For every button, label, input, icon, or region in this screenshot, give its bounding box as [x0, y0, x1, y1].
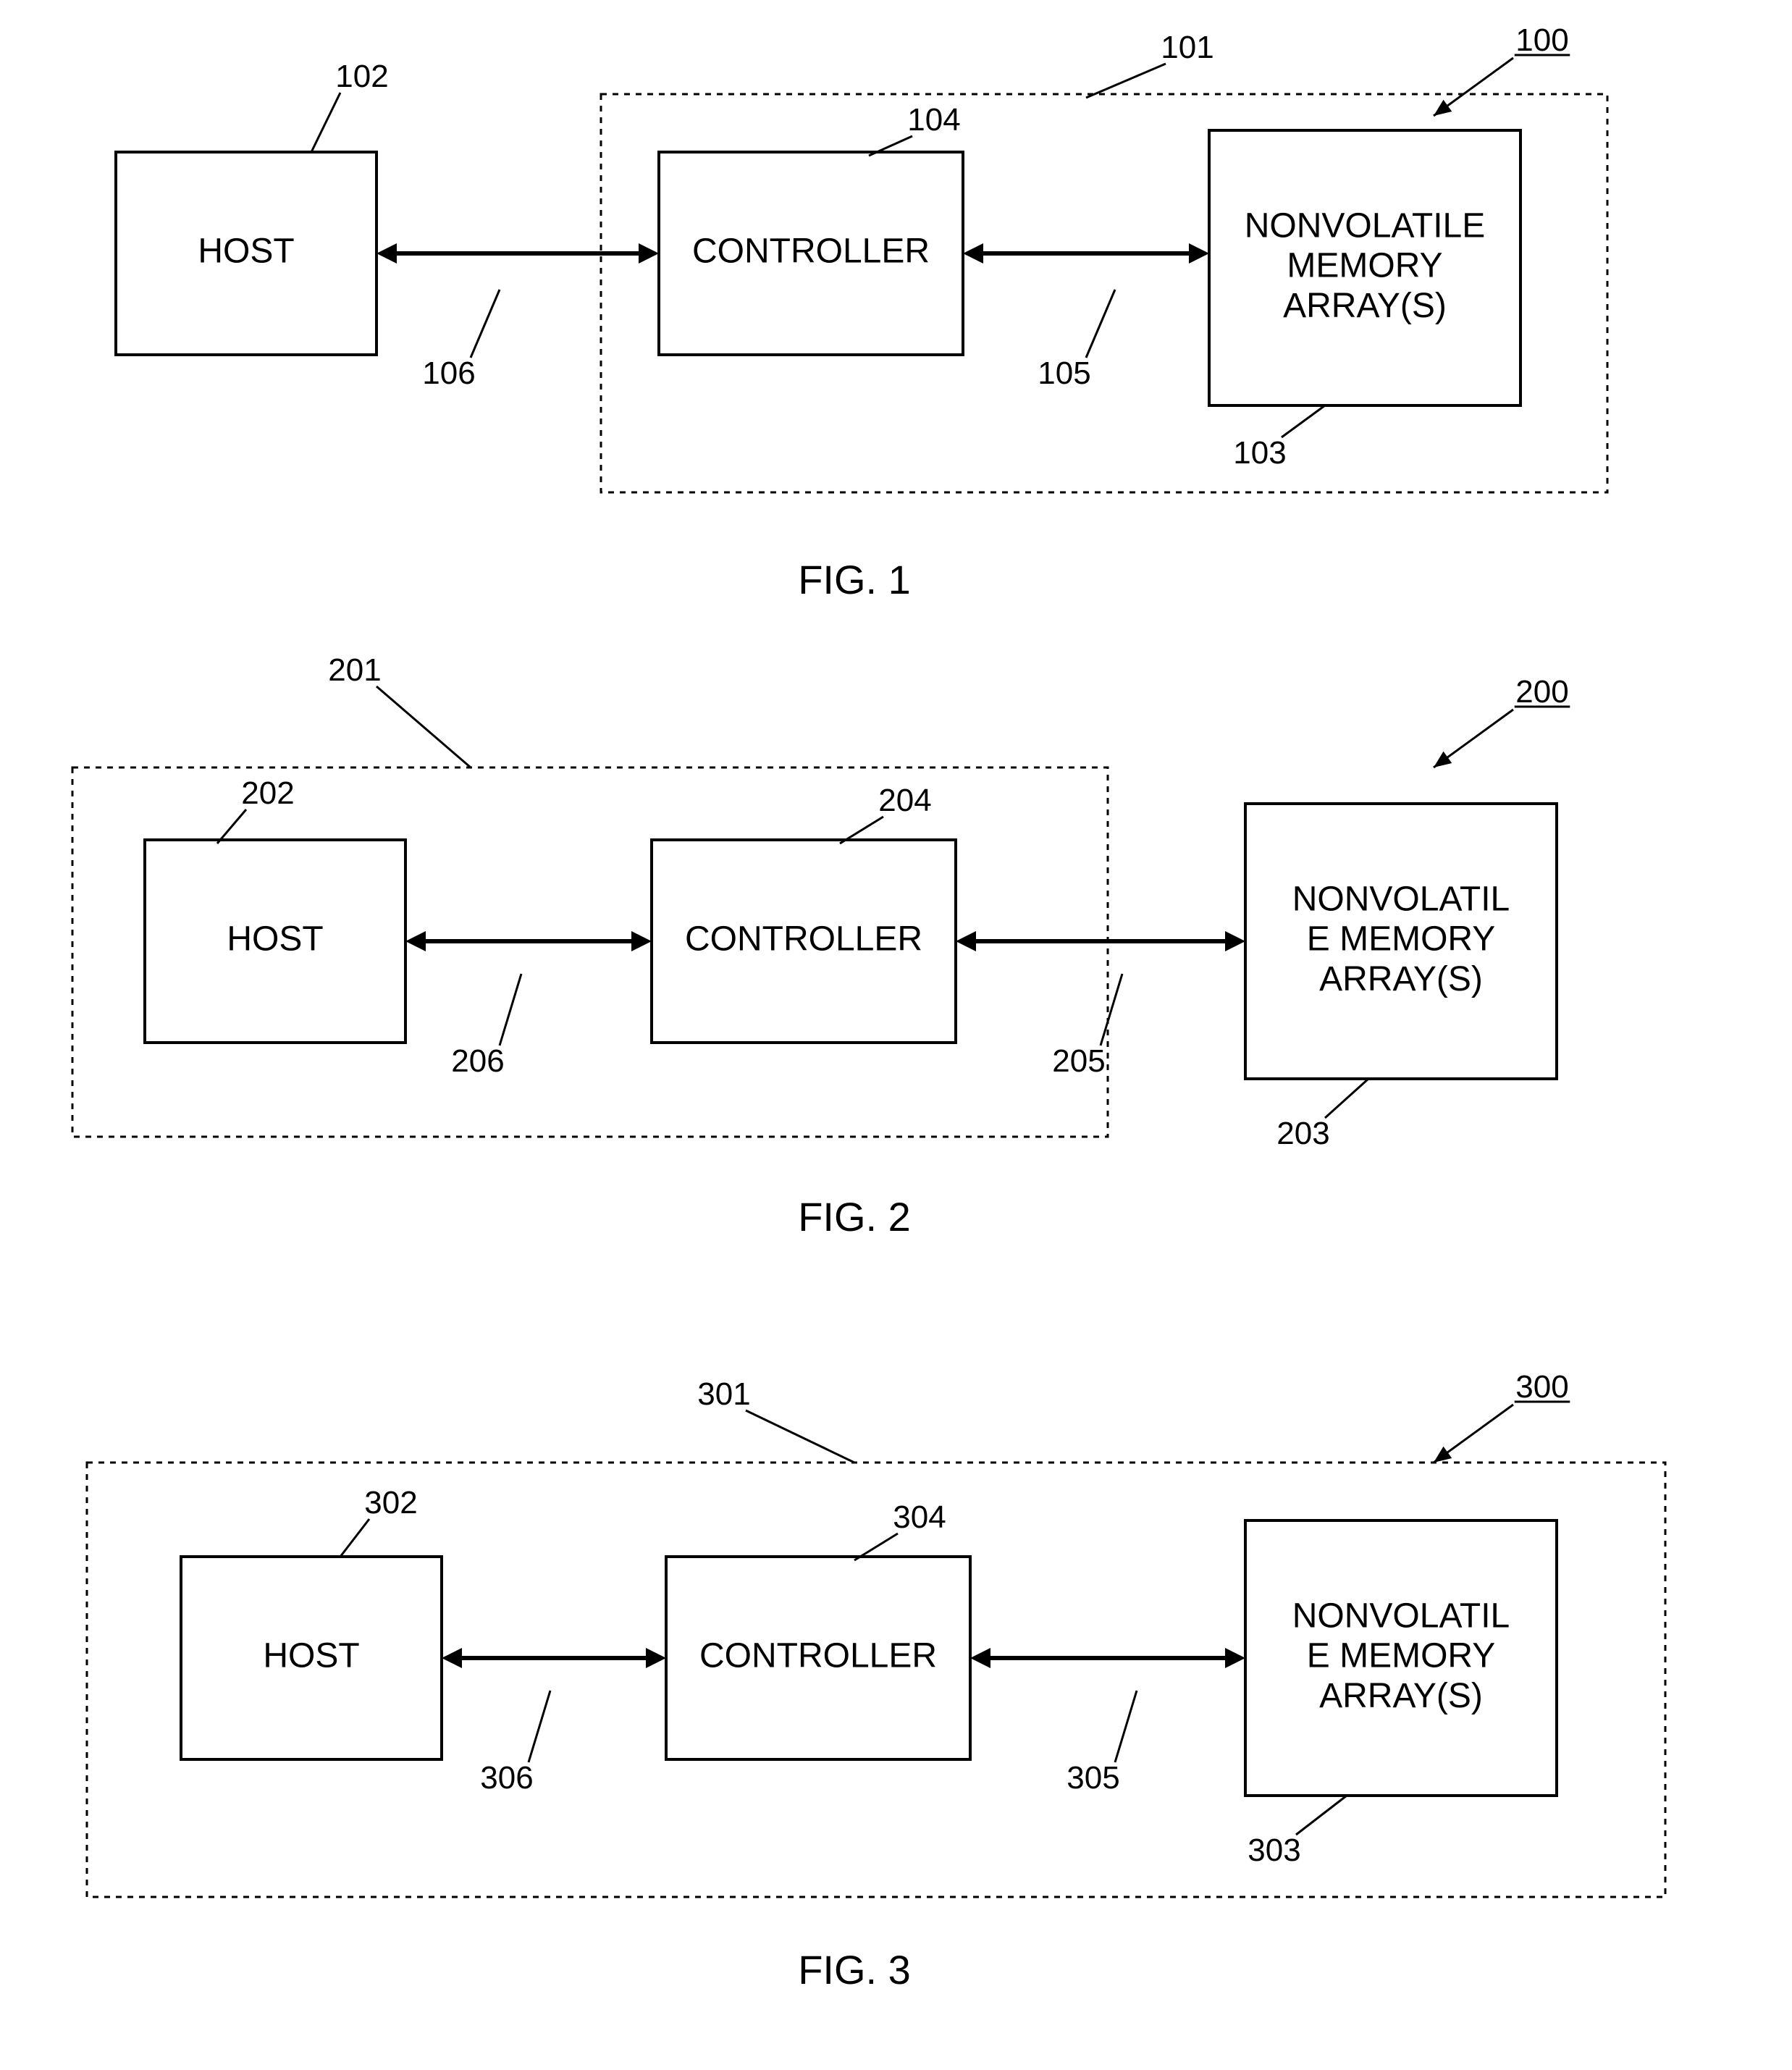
svg-text:ARRAY(S): ARRAY(S) — [1319, 960, 1483, 998]
fig1-host-label: HOST — [198, 232, 294, 271]
fig2-memory-label: NONVOLATILE MEMORYARRAY(S) — [1292, 880, 1510, 998]
fig2-arrow-0-ref: 206 — [451, 1043, 504, 1079]
fig3-system-ref: 300 — [1515, 1369, 1568, 1405]
svg-text:E MEMORY: E MEMORY — [1307, 920, 1495, 959]
fig1-arrow-0-ref: 106 — [422, 355, 475, 391]
svg-text:MEMORY: MEMORY — [1287, 247, 1442, 285]
fig2-system-ref: 200 — [1515, 674, 1568, 710]
fig1-container-ref: 101 — [1161, 30, 1213, 65]
fig3-container-ref: 301 — [697, 1376, 750, 1412]
fig3-host-label: HOST — [263, 1637, 359, 1675]
fig1-caption: FIG. 1 — [798, 557, 911, 602]
fig3-caption: FIG. 3 — [798, 1947, 911, 1993]
fig3-host-ref: 302 — [364, 1485, 417, 1520]
fig2-container-ref: 201 — [328, 652, 381, 688]
fig2-caption: FIG. 2 — [798, 1194, 911, 1240]
fig3-arrow-0-ref: 306 — [480, 1760, 533, 1796]
fig2-arrow-1-ref: 205 — [1052, 1043, 1105, 1079]
svg-text:HOST: HOST — [198, 232, 294, 271]
fig1-controller-label: CONTROLLER — [692, 232, 930, 271]
svg-text:NONVOLATIL: NONVOLATIL — [1292, 880, 1510, 918]
fig3-memory-label: NONVOLATILE MEMORYARRAY(S) — [1292, 1596, 1510, 1715]
fig3-controller-ref: 304 — [893, 1499, 946, 1535]
svg-text:ARRAY(S): ARRAY(S) — [1319, 1677, 1483, 1715]
svg-text:CONTROLLER: CONTROLLER — [699, 1637, 937, 1675]
fig1-host-ref: 102 — [335, 59, 388, 94]
fig2-host-label: HOST — [227, 920, 323, 959]
svg-text:HOST: HOST — [263, 1637, 359, 1675]
fig2-controller-label: CONTROLLER — [685, 920, 922, 959]
diagram-canvas: 101 HOST 102 CONTROLLER 104 NONVOLATILEMEMORY… — [0, 0, 1792, 2070]
fig2-memory-ref: 203 — [1276, 1116, 1329, 1151]
svg-text:ARRAY(S): ARRAY(S) — [1283, 287, 1447, 325]
fig1-controller-ref: 104 — [907, 102, 960, 138]
svg-text:NONVOLATIL: NONVOLATIL — [1292, 1596, 1510, 1635]
svg-text:E MEMORY: E MEMORY — [1307, 1637, 1495, 1675]
svg-text:CONTROLLER: CONTROLLER — [685, 920, 922, 959]
fig1-memory-ref: 103 — [1233, 435, 1286, 471]
fig1-arrow-1-ref: 105 — [1038, 355, 1090, 391]
svg-text:NONVOLATILE: NONVOLATILE — [1245, 206, 1486, 245]
fig2-controller-ref: 204 — [878, 783, 931, 818]
svg-text:CONTROLLER: CONTROLLER — [692, 232, 930, 271]
svg-text:HOST: HOST — [227, 920, 323, 959]
fig1-system-ref: 100 — [1515, 22, 1568, 58]
fig2-host-ref: 202 — [241, 775, 294, 811]
fig3-memory-ref: 303 — [1248, 1833, 1300, 1868]
fig3-arrow-1-ref: 305 — [1067, 1760, 1119, 1796]
fig3-controller-label: CONTROLLER — [699, 1637, 937, 1675]
